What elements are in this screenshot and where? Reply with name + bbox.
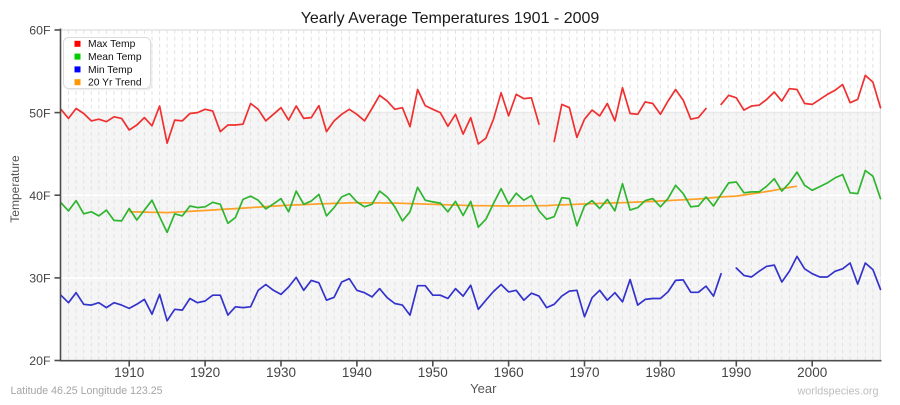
svg-text:Temperature: Temperature (8, 155, 22, 223)
svg-text:1980: 1980 (645, 365, 675, 380)
svg-text:worldspecies.org: worldspecies.org (796, 385, 878, 397)
svg-text:Mean Temp: Mean Temp (88, 52, 142, 63)
svg-text:1920: 1920 (190, 365, 220, 380)
svg-text:60F: 60F (29, 24, 51, 38)
svg-text:1990: 1990 (721, 365, 751, 380)
svg-text:50F: 50F (29, 106, 51, 120)
svg-text:Year: Year (470, 381, 497, 396)
svg-text:Max Temp: Max Temp (88, 39, 136, 50)
svg-text:2000: 2000 (797, 365, 827, 380)
svg-text:20 Yr Trend: 20 Yr Trend (88, 78, 142, 89)
svg-text:1910: 1910 (114, 365, 144, 380)
svg-text:20F: 20F (29, 354, 51, 368)
svg-text:1960: 1960 (494, 365, 524, 380)
svg-text:40F: 40F (29, 189, 51, 203)
svg-text:Yearly Average Temperatures 19: Yearly Average Temperatures 1901 - 2009 (301, 10, 600, 27)
svg-text:1930: 1930 (266, 365, 296, 380)
svg-text:1970: 1970 (569, 365, 599, 380)
svg-text:Min Temp: Min Temp (88, 65, 133, 76)
svg-text:30F: 30F (29, 272, 51, 286)
svg-text:Latitude 46.25 Longitude 123.2: Latitude 46.25 Longitude 123.25 (11, 385, 163, 397)
svg-text:1950: 1950 (418, 365, 448, 380)
svg-text:1940: 1940 (342, 365, 372, 380)
